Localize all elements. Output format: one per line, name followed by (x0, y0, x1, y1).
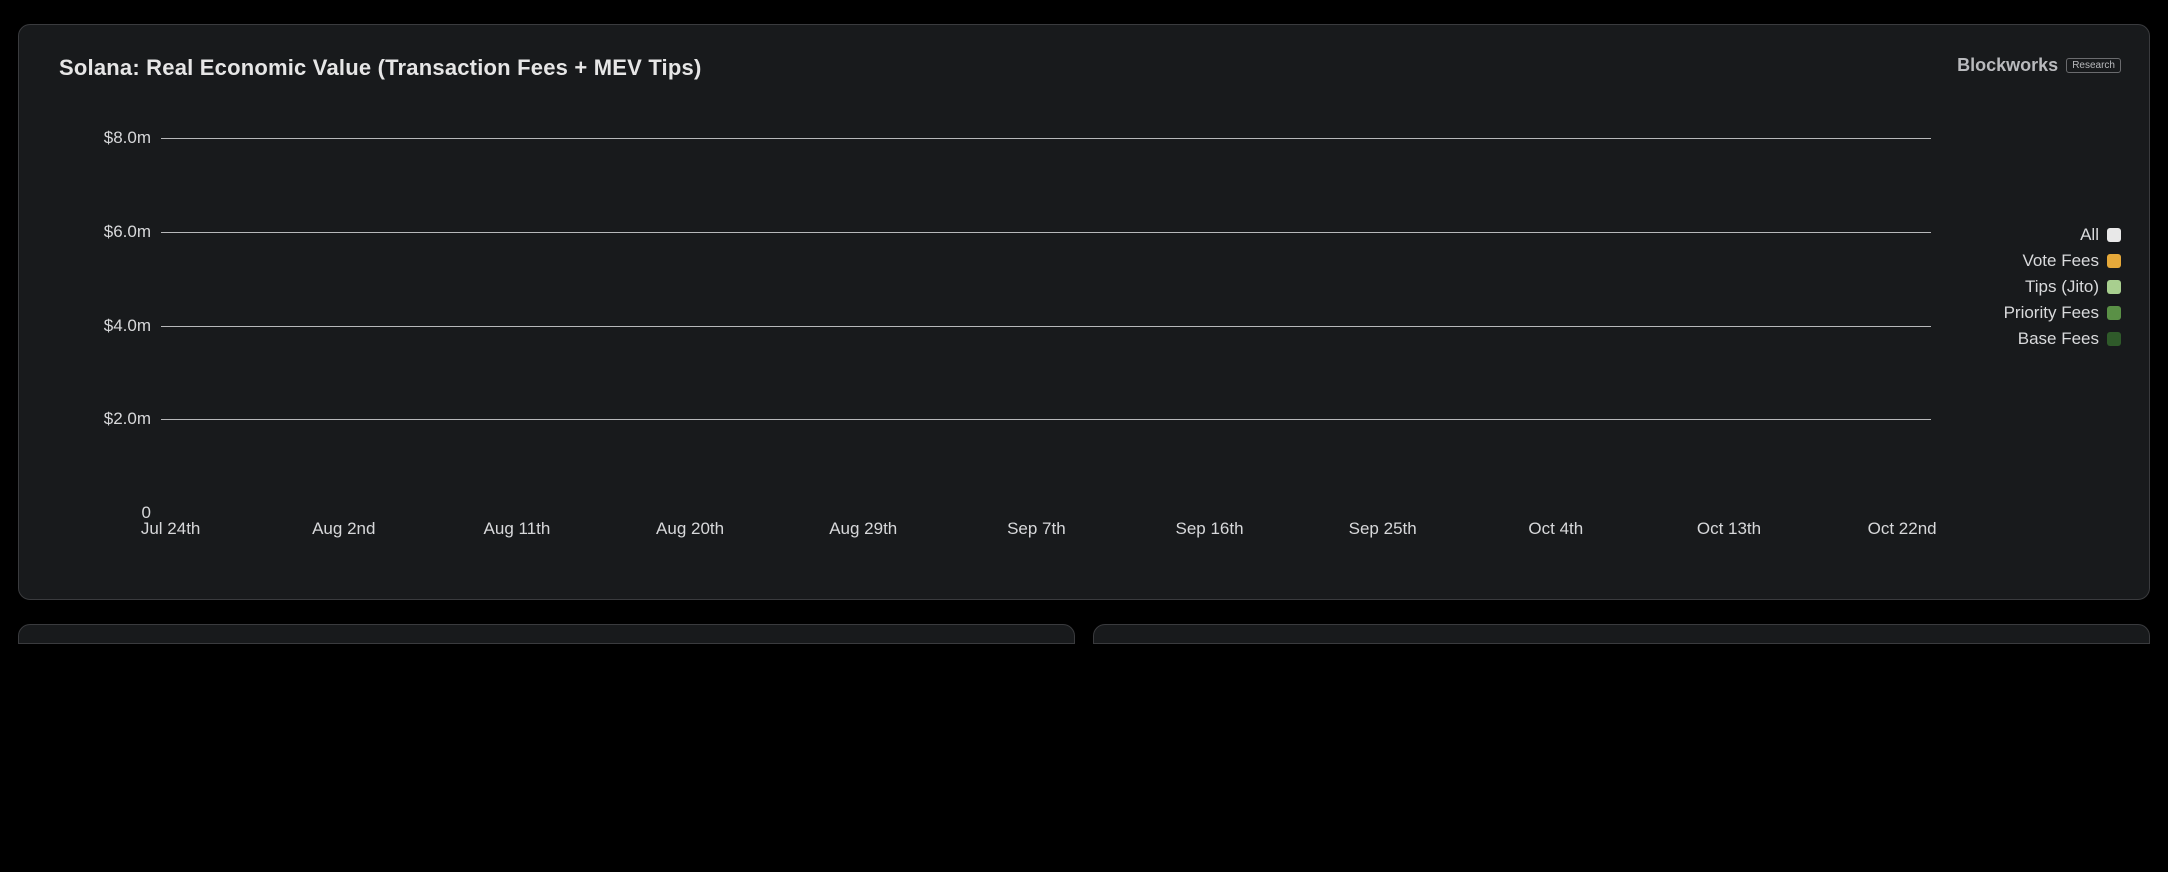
x-tick-label: Aug 2nd (312, 519, 375, 539)
chart-card: Solana: Real Economic Value (Transaction… (18, 24, 2150, 600)
peek-row (18, 624, 2150, 644)
plot-area: 0$2.0m$4.0m$6.0m$8.0m Jul 24thAug 2ndAug… (75, 115, 1931, 543)
legend-swatch-icon (2107, 332, 2121, 346)
x-tick-label: Jul 24th (141, 519, 201, 539)
legend-label: Vote Fees (2022, 251, 2099, 271)
legend-swatch-icon (2107, 280, 2121, 294)
legend-label: Base Fees (2018, 329, 2099, 349)
legend-item-all[interactable]: All (2080, 225, 2121, 245)
x-tick-label: Oct 22nd (1868, 519, 1937, 539)
legend-label: Tips (Jito) (2025, 277, 2099, 297)
legend-swatch-icon (2107, 254, 2121, 268)
x-axis: Jul 24thAug 2ndAug 11thAug 20thAug 29thS… (161, 517, 1931, 543)
legend-item-tips-jito[interactable]: Tips (Jito) (2025, 277, 2121, 297)
x-tick-label: Oct 4th (1528, 519, 1583, 539)
legend-item-priority-fees[interactable]: Priority Fees (2004, 303, 2121, 323)
legend-swatch-icon (2107, 306, 2121, 320)
legend-label: All (2080, 225, 2099, 245)
y-tick-label: $6.0m (104, 222, 151, 242)
x-tick-label: Aug 29th (829, 519, 897, 539)
x-tick-label: Sep 16th (1176, 519, 1244, 539)
peek-card-left (18, 624, 1075, 644)
y-tick-label: $2.0m (104, 409, 151, 429)
y-axis: 0$2.0m$4.0m$6.0m$8.0m (75, 115, 161, 513)
bars-container (161, 115, 1931, 513)
brand-badge: Blockworks Research (1957, 55, 2121, 76)
brand-name: Blockworks (1957, 55, 2058, 76)
chart-title: Solana: Real Economic Value (Transaction… (59, 55, 2121, 81)
x-tick-label: Oct 13th (1697, 519, 1761, 539)
peek-card-right (1093, 624, 2150, 644)
legend-item-vote-fees[interactable]: Vote Fees (2022, 251, 2121, 271)
legend-swatch-icon (2107, 228, 2121, 242)
x-tick-label: Sep 7th (1007, 519, 1066, 539)
legend-label: Priority Fees (2004, 303, 2099, 323)
brand-tag: Research (2066, 58, 2121, 73)
x-tick-label: Sep 25th (1349, 519, 1417, 539)
legend-item-base-fees[interactable]: Base Fees (2018, 329, 2121, 349)
x-tick-label: Aug 20th (656, 519, 724, 539)
y-tick-label: $8.0m (104, 128, 151, 148)
x-tick-label: Aug 11th (484, 519, 551, 539)
y-tick-label: $4.0m (104, 316, 151, 336)
legend: All Vote Fees Tips (Jito) Priority Fees Base… (1931, 115, 2121, 543)
chart-area: 0$2.0m$4.0m$6.0m$8.0m Jul 24thAug 2ndAug… (75, 115, 2121, 543)
